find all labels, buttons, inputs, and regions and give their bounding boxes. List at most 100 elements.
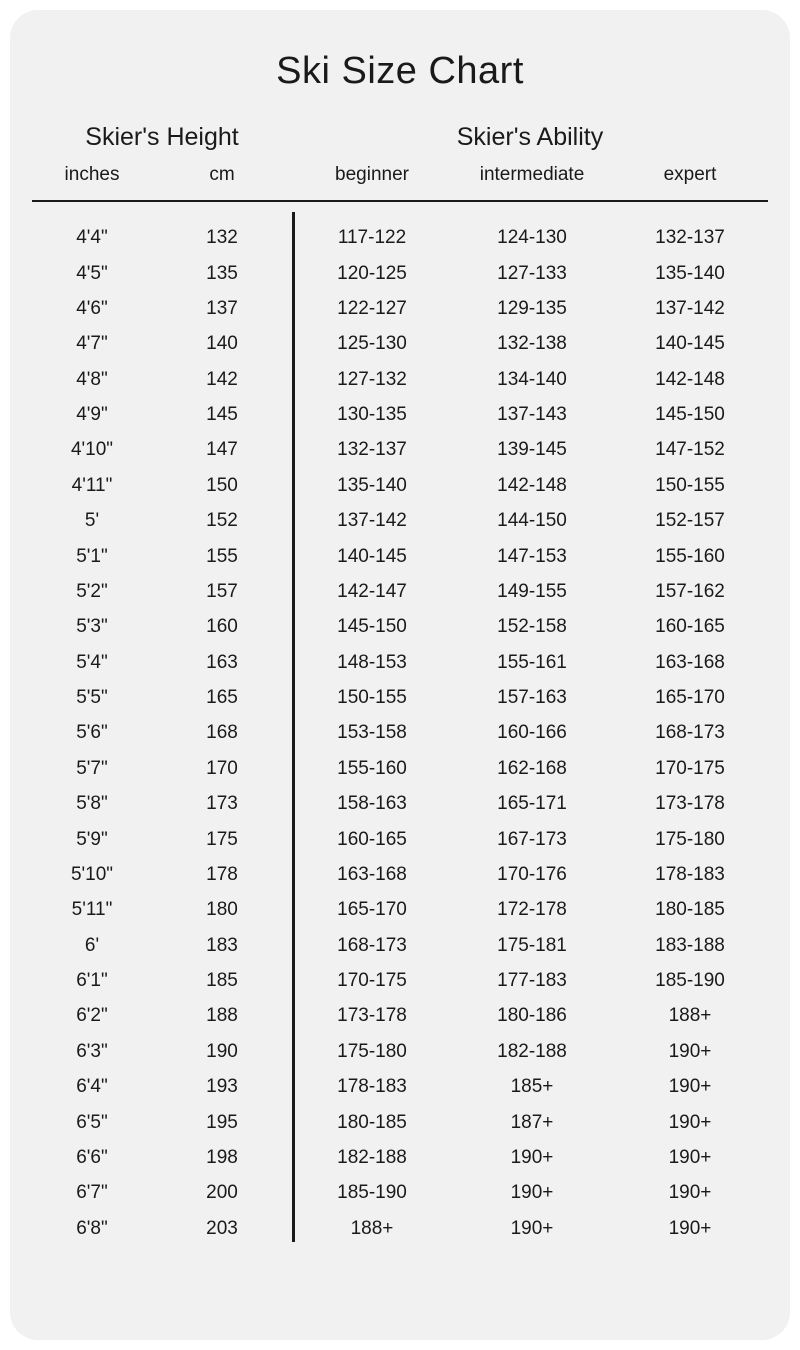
col-header-expert: expert [612,164,768,186]
cell-intermediate: 137-143 [452,405,612,424]
cell-expert: 163-168 [612,653,768,672]
table-row: 4'10"147132-137139-145147-152 [32,432,768,467]
cell-beginner: 175-180 [292,1042,452,1061]
cell-inches: 5'6" [32,723,152,742]
table-row: 4'7"140125-130132-138140-145 [32,326,768,361]
cell-beginner: 125-130 [292,334,452,353]
cell-intermediate: 180-186 [452,1006,612,1025]
cell-beginner: 173-178 [292,1006,452,1025]
table-row: 5'1"155140-145147-153155-160 [32,538,768,573]
cell-expert: 140-145 [612,334,768,353]
cell-inches: 4'6" [32,299,152,318]
cell-beginner: 117-122 [292,228,452,247]
cell-cm: 188 [152,1006,292,1025]
cell-expert: 185-190 [612,971,768,990]
cell-intermediate: 182-188 [452,1042,612,1061]
cell-cm: 152 [152,511,292,530]
cell-intermediate: 162-168 [452,759,612,778]
cell-intermediate: 185+ [452,1077,612,1096]
cell-beginner: 142-147 [292,582,452,601]
cell-inches: 6'2" [32,1006,152,1025]
cell-expert: 150-155 [612,476,768,495]
cell-cm: 160 [152,617,292,636]
cell-cm: 170 [152,759,292,778]
cell-inches: 6'6" [32,1148,152,1167]
table-row: 5'5"165150-155157-163165-170 [32,680,768,715]
cell-beginner: 132-137 [292,440,452,459]
cell-intermediate: 127-133 [452,264,612,283]
cell-intermediate: 187+ [452,1113,612,1132]
cell-intermediate: 139-145 [452,440,612,459]
cell-inches: 6'5" [32,1113,152,1132]
table-row: 6'6"198182-188190+190+ [32,1140,768,1175]
cell-beginner: 165-170 [292,900,452,919]
cell-inches: 6'4" [32,1077,152,1096]
cell-beginner: 153-158 [292,723,452,742]
cell-expert: 132-137 [612,228,768,247]
table-row: 4'8"142127-132134-140142-148 [32,362,768,397]
cell-expert: 152-157 [612,511,768,530]
cell-inches: 5'7" [32,759,152,778]
cell-cm: 155 [152,547,292,566]
cell-inches: 6'7" [32,1183,152,1202]
cell-beginner: 145-150 [292,617,452,636]
cell-inches: 6'8" [32,1219,152,1238]
cell-expert: 165-170 [612,688,768,707]
chart-title: Ski Size Chart [32,50,768,93]
cell-intermediate: 144-150 [452,511,612,530]
cell-inches: 5'5" [32,688,152,707]
table-row: 5'4"163148-153155-161163-168 [32,645,768,680]
cell-cm: 195 [152,1113,292,1132]
table-row: 4'9"145130-135137-143145-150 [32,397,768,432]
cell-beginner: 130-135 [292,405,452,424]
cell-intermediate: 190+ [452,1219,612,1238]
table-body: 4'4"132117-122124-130132-1374'5"135120-1… [32,202,768,1246]
cell-intermediate: 129-135 [452,299,612,318]
cell-intermediate: 124-130 [452,228,612,247]
cell-beginner: 135-140 [292,476,452,495]
cell-expert: 178-183 [612,865,768,884]
cell-intermediate: 170-176 [452,865,612,884]
cell-cm: 142 [152,370,292,389]
vertical-divider [292,212,295,1242]
cell-cm: 140 [152,334,292,353]
cell-expert: 157-162 [612,582,768,601]
cell-inches: 5' [32,511,152,530]
cell-cm: 145 [152,405,292,424]
cell-expert: 190+ [612,1183,768,1202]
cell-cm: 163 [152,653,292,672]
cell-beginner: 185-190 [292,1183,452,1202]
cell-cm: 165 [152,688,292,707]
table-row: 5'11"180165-170172-178180-185 [32,892,768,927]
table-row: 5'2"157142-147149-155157-162 [32,574,768,609]
table-row: 4'4"132117-122124-130132-137 [32,220,768,255]
cell-cm: 190 [152,1042,292,1061]
cell-beginner: 155-160 [292,759,452,778]
cell-cm: 200 [152,1183,292,1202]
cell-intermediate: 155-161 [452,653,612,672]
cell-cm: 203 [152,1219,292,1238]
cell-intermediate: 190+ [452,1183,612,1202]
cell-beginner: 158-163 [292,794,452,813]
cell-expert: 175-180 [612,830,768,849]
cell-expert: 168-173 [612,723,768,742]
cell-beginner: 180-185 [292,1113,452,1132]
cell-inches: 6'1" [32,971,152,990]
cell-intermediate: 172-178 [452,900,612,919]
cell-inches: 5'10" [32,865,152,884]
table-row: 4'5"135120-125127-133135-140 [32,255,768,290]
table-row: 6'4"193178-183185+190+ [32,1069,768,1104]
cell-beginner: 168-173 [292,936,452,955]
cell-expert: 190+ [612,1042,768,1061]
cell-beginner: 188+ [292,1219,452,1238]
cell-expert: 142-148 [612,370,768,389]
cell-cm: 137 [152,299,292,318]
table-row: 6'2"188173-178180-186188+ [32,998,768,1033]
table-row: 6'3"190175-180182-188190+ [32,1034,768,1069]
table-row: 5'152137-142144-150152-157 [32,503,768,538]
cell-intermediate: 152-158 [452,617,612,636]
cell-expert: 190+ [612,1219,768,1238]
cell-inches: 5'11" [32,900,152,919]
table-row: 6'7"200185-190190+190+ [32,1175,768,1210]
cell-expert: 145-150 [612,405,768,424]
